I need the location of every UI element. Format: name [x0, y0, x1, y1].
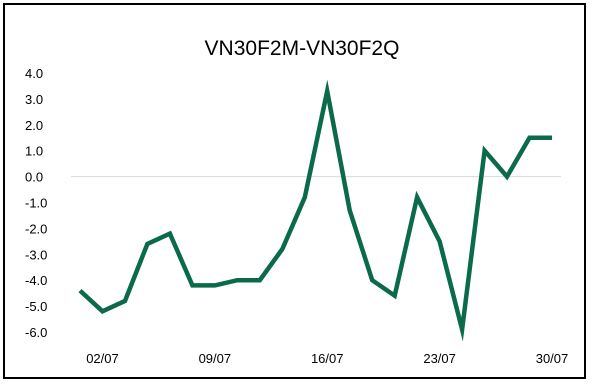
y-tick-label: -6.0	[25, 325, 47, 340]
series-layer	[78, 79, 552, 342]
tick-labels: 4.0 3.0 2.0 1.0 0.0 -1.0 -2.0 -3.0 -4.0 -5.0 -6.0 0…	[25, 66, 568, 366]
y-tick-label: -2.0	[25, 221, 47, 236]
y-tick-label: 3.0	[25, 92, 43, 107]
series-line	[78, 79, 552, 342]
y-tick-label: -1.0	[25, 196, 47, 211]
x-tick-label: 30/07	[536, 351, 569, 366]
y-tick-label: -3.0	[25, 247, 47, 262]
y-tick-label: 2.0	[25, 118, 43, 133]
y-tick-label: 0.0	[25, 170, 43, 185]
y-tick-label: 4.0	[25, 66, 43, 81]
y-tick-label: 1.0	[25, 144, 43, 159]
x-tick-label: 16/07	[311, 351, 344, 366]
x-tick-label: 02/07	[86, 351, 119, 366]
chart-frame: VN30F2M-VN30F2Q 4.0 3.0 2.0 1.0 0.0 -1.0 -2.0 -…	[3, 3, 586, 379]
chart-title: VN30F2M-VN30F2Q	[205, 37, 400, 60]
y-tick-label: -4.0	[25, 273, 47, 288]
x-tick-label: 09/07	[199, 351, 232, 366]
y-tick-label: -5.0	[25, 299, 47, 314]
x-tick-label: 23/07	[423, 351, 456, 366]
line-chart: VN30F2M-VN30F2Q 4.0 3.0 2.0 1.0 0.0 -1.0 -2.0 -…	[25, 37, 568, 366]
